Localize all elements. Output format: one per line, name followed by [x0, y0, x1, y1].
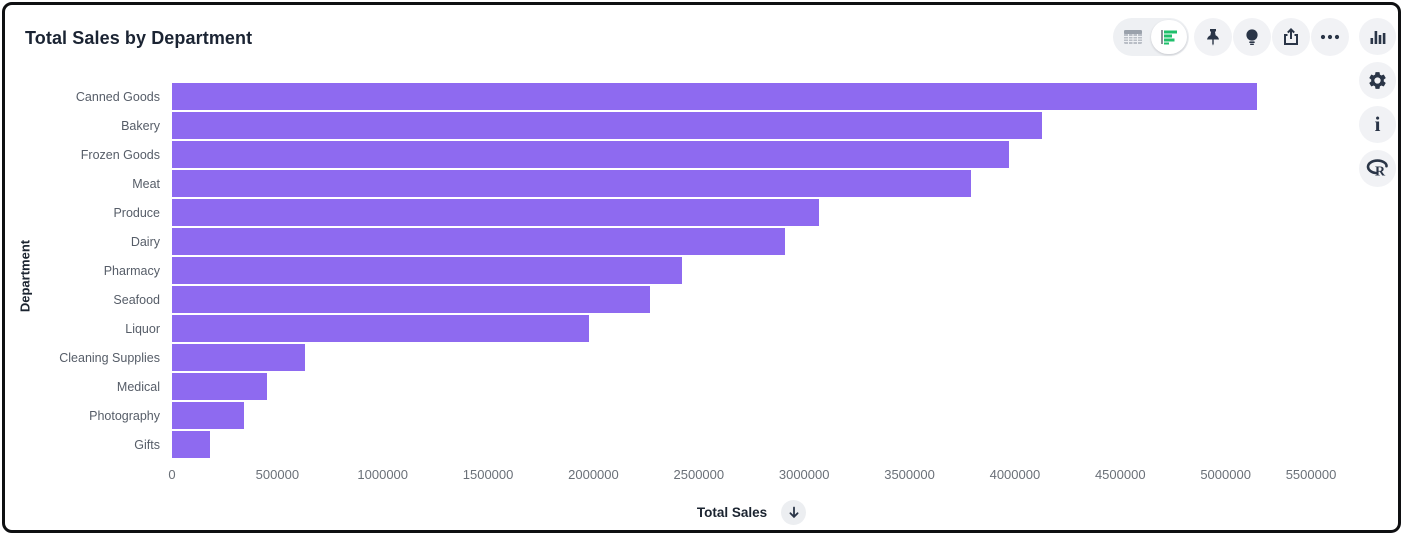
side-toolbar: i R — [1359, 18, 1396, 187]
bar[interactable] — [172, 228, 786, 255]
share-button[interactable] — [1272, 18, 1310, 56]
bar-plot-area — [172, 82, 1331, 459]
bar-row — [172, 140, 1331, 169]
x-axis-title-row: Total Sales — [172, 500, 1331, 525]
x-axis-title: Total Sales — [696, 505, 768, 520]
y-axis-label: Photography — [89, 408, 160, 423]
y-axis-label: Produce — [113, 205, 160, 220]
y-axis-label: Liquor — [125, 321, 160, 336]
y-axis-label: Bakery — [121, 118, 160, 133]
info-button[interactable]: i — [1359, 106, 1396, 143]
chart-view-button[interactable] — [1151, 20, 1187, 54]
svg-text:R: R — [1375, 165, 1386, 179]
x-axis-tick-label: 0 — [168, 467, 176, 482]
bar-row — [172, 343, 1331, 372]
bar[interactable] — [172, 431, 210, 458]
table-view-button[interactable] — [1115, 20, 1151, 54]
lightbulb-icon — [1242, 27, 1262, 47]
bar[interactable] — [172, 199, 819, 226]
settings-button[interactable] — [1359, 62, 1396, 99]
bar-row — [172, 227, 1331, 256]
x-axis-tick-label: 3500000 — [884, 467, 935, 482]
r-logo-button[interactable]: R — [1359, 150, 1396, 187]
bar[interactable] — [172, 373, 267, 400]
bar[interactable] — [172, 257, 682, 284]
bar[interactable] — [172, 112, 1043, 139]
pin-button[interactable] — [1194, 18, 1232, 56]
x-axis-tick-label: 2000000 — [568, 467, 619, 482]
bar-row — [172, 401, 1331, 430]
share-export-icon — [1281, 27, 1301, 47]
y-axis-label: Seafood — [113, 292, 160, 307]
x-axis-tick-label: 1000000 — [357, 467, 409, 482]
x-axis-tick-label: 4000000 — [989, 467, 1041, 482]
info-icon: i — [1374, 112, 1381, 136]
bar-row — [172, 314, 1331, 343]
more-options-button[interactable] — [1311, 18, 1349, 56]
y-axis-label: Dairy — [130, 234, 160, 249]
sort-descending-button[interactable] — [781, 500, 807, 525]
x-axis-ticks: 0 500000 1000000 1500000 2000000 2500000 30000… — [168, 467, 1336, 485]
bar-chart-icon — [1160, 29, 1178, 45]
y-axis-label: Cleaning Supplies — [59, 350, 160, 365]
y-axis-label: Canned Goods — [75, 89, 160, 104]
table-icon — [1123, 29, 1143, 45]
x-axis-tick-label: 4500000 — [1094, 467, 1146, 482]
bar-row — [172, 82, 1331, 111]
view-toggle — [1113, 18, 1189, 56]
y-axis-label: Pharmacy — [103, 263, 160, 278]
bar-row — [172, 198, 1331, 227]
bar[interactable] — [172, 344, 305, 371]
chart-toolbar — [1113, 18, 1349, 56]
y-axis-label: Frozen Goods — [80, 147, 160, 162]
pin-icon — [1203, 27, 1223, 47]
y-axis-label: Gifts — [134, 437, 160, 452]
bar-row — [172, 111, 1331, 140]
y-axis-label: Meat — [132, 176, 160, 191]
bar[interactable] — [172, 402, 244, 429]
gear-icon — [1367, 70, 1388, 91]
x-axis-tick-label: 2500000 — [673, 467, 725, 482]
bar-row — [172, 285, 1331, 314]
bar-row — [172, 372, 1331, 401]
bar[interactable] — [172, 170, 971, 197]
bar[interactable] — [172, 315, 590, 342]
column-chart-icon — [1369, 29, 1387, 45]
chart-panel-button[interactable] — [1359, 18, 1396, 55]
ellipsis-icon — [1320, 34, 1340, 40]
r-logo-icon: R — [1366, 159, 1389, 178]
bar[interactable] — [172, 141, 1009, 168]
x-axis-tick-label: 1500000 — [462, 467, 514, 482]
bar-row — [172, 169, 1331, 198]
page-title: Total Sales by Department — [25, 28, 253, 48]
y-axis-label: Medical — [116, 379, 160, 394]
arrow-down-icon — [788, 506, 800, 519]
x-axis-tick-label: 500000 — [255, 467, 300, 482]
insights-button[interactable] — [1233, 18, 1271, 56]
bar[interactable] — [172, 286, 651, 313]
bar[interactable] — [172, 83, 1258, 110]
x-axis-tick-label: 5000000 — [1200, 467, 1251, 482]
x-axis-tick-label: 5500000 — [1285, 467, 1337, 482]
bar-row — [172, 430, 1331, 459]
y-axis-labels: Canned Goods Bakery Frozen Goods Meat Produc… — [5, 82, 160, 459]
bar-row — [172, 256, 1331, 285]
x-axis-tick-label: 3000000 — [778, 467, 830, 482]
